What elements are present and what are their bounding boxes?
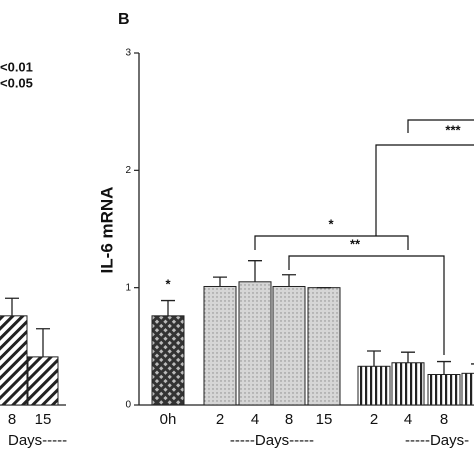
x-tick-label: 8 [440, 411, 448, 428]
group-label: -----Days----- [230, 432, 314, 449]
y-tick-label: 0 [125, 400, 131, 411]
bar [357, 365, 391, 406]
error-bar [5, 297, 19, 316]
bar [461, 372, 474, 406]
bar [238, 281, 272, 406]
x-tick-label: 2 [370, 411, 378, 428]
bar [272, 285, 306, 406]
significance-label: *** [445, 122, 461, 137]
bar [391, 362, 425, 406]
note: <0.05 [0, 75, 33, 90]
bar [203, 285, 237, 406]
error-bar [213, 276, 227, 287]
y-tick-label: 3 [125, 48, 131, 59]
error-bar [367, 350, 381, 367]
x-tick-label: 8 [8, 411, 16, 428]
bar [27, 356, 59, 406]
error-bar [161, 299, 175, 316]
x-tick-label: 8 [285, 411, 293, 428]
x-tick-label: 15 [35, 411, 52, 428]
bar [0, 315, 28, 406]
x-tick-label: 0h [160, 411, 177, 428]
x-tick-label: 2 [216, 411, 224, 428]
y-tick-label: 2 [125, 165, 131, 176]
bar [427, 373, 461, 406]
note: <0.01 [0, 59, 33, 74]
error-bar [401, 351, 415, 363]
group-label: -----Days- [405, 432, 469, 449]
group-label: Days----- [8, 432, 67, 449]
x-tick-label: 4 [251, 411, 259, 428]
error-bar [471, 363, 474, 365]
error-bar [36, 328, 50, 357]
brackets [254, 119, 474, 355]
error-bar [248, 260, 262, 282]
significance-label: ** [350, 236, 361, 251]
error-bar [437, 360, 451, 375]
x-tick-label: 4 [404, 411, 412, 428]
error-bar [282, 274, 296, 287]
panel-title: B [118, 11, 130, 28]
significance-label: * [165, 276, 171, 291]
bar [151, 315, 185, 406]
significance-label: * [328, 216, 334, 231]
x-tick-label: 15 [316, 411, 333, 428]
bar [307, 287, 341, 406]
y-axis-label: IL-6 mRNA [97, 187, 116, 274]
y-tick-label: 1 [125, 282, 131, 293]
